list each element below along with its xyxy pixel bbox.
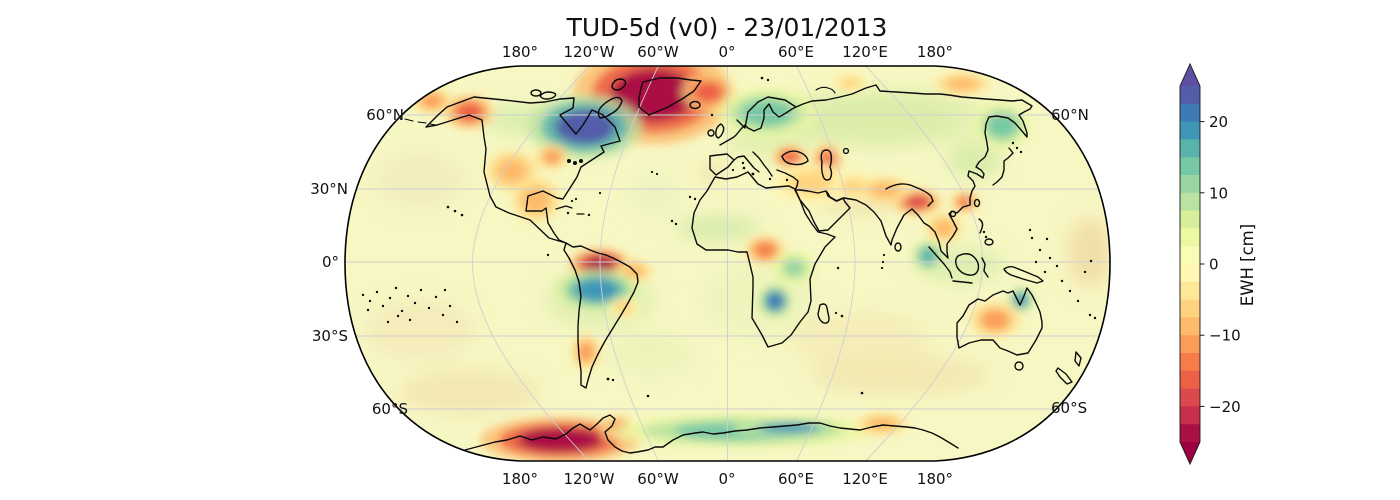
colorbar-band (1180, 246, 1200, 265)
colorbar-band (1180, 281, 1200, 301)
top-tick-label: 60°E (778, 43, 814, 61)
colorbar-band (1180, 264, 1200, 283)
colorbar-band (1180, 335, 1200, 354)
coastlines (404, 77, 1082, 454)
colorbar-arrow-over (1180, 64, 1200, 86)
colorbar-outline (1179, 62, 1201, 466)
page-title: TUD-5d (v0) - 23/01/2013 (566, 13, 888, 42)
colorbar-band (1180, 228, 1200, 247)
colorbar-band (1180, 121, 1200, 140)
top-tick-label: 180° (502, 43, 538, 61)
top-tick-label: 60°W (637, 43, 679, 61)
left-tick-label: 60°S (372, 400, 408, 418)
anomaly-blob (783, 259, 805, 277)
anomaly-blob (987, 114, 1017, 138)
anomaly-blob (616, 302, 632, 314)
colorbar-band (1180, 370, 1200, 390)
bottom-axis: 180° 120°W 60°W 0° 60°E 120°E 180° (502, 470, 953, 488)
colorbar-band (1180, 192, 1200, 212)
colorbar-band (1180, 139, 1200, 158)
bottom-tick-label: 180° (917, 470, 953, 488)
anomaly-blob (981, 310, 1009, 330)
colorbar-band (1180, 299, 1200, 318)
colorbar-band (1180, 175, 1200, 194)
anomaly-blob (766, 292, 784, 310)
top-tick-label: 120°W (564, 43, 615, 61)
top-tick-label: 120°E (842, 43, 888, 61)
bottom-tick-label: 0° (718, 470, 735, 488)
bottom-tick-label: 60°W (637, 470, 679, 488)
map-outline (344, 65, 1111, 462)
colorbar-arrow-under (1180, 442, 1200, 464)
left-tick-label: 30°S (312, 327, 348, 345)
bottom-tick-label: 180° (502, 470, 538, 488)
bottom-tick-label: 60°E (778, 470, 814, 488)
colorbar-band (1180, 103, 1200, 123)
colorbar-label: EWH [cm] (1238, 224, 1257, 306)
anomaly-blob (934, 220, 954, 236)
colorbar-tick-label: 10 (1209, 184, 1228, 202)
colorbar-band (1180, 353, 1200, 372)
colorbar-band (1180, 388, 1200, 407)
anomaly-blob (498, 160, 526, 182)
bottom-tick-label: 120°E (842, 470, 888, 488)
bottom-tick-label: 120°W (564, 470, 615, 488)
colorbar-tick-label: 0 (1209, 256, 1219, 274)
anomaly-blob (754, 242, 776, 258)
colorbar-band (1180, 424, 1200, 443)
anomaly-blob (543, 150, 561, 164)
top-axis: 180° 120°W 60°W 0° 60°E 120°E 180° (502, 43, 953, 61)
anomaly-blob (518, 428, 602, 452)
colorbar: 20 10 0 −10 −20 EWH [cm] (1179, 62, 1257, 466)
island-dots (361, 76, 1097, 398)
colorbar-ticks: 20 10 0 −10 −20 (1200, 113, 1241, 416)
anomaly-blob (904, 195, 930, 209)
anomaly-blob (575, 279, 619, 301)
right-axis: 60°N 60°S (1051, 106, 1089, 417)
anomaly-blob (611, 69, 695, 121)
top-tick-label: 180° (917, 43, 953, 61)
left-axis: 60°N 30°N 0° 30°S 60°S (310, 106, 408, 418)
colorbar-band (1180, 157, 1200, 176)
anomaly-blob (694, 82, 722, 102)
anomaly-layer (411, 66, 1035, 461)
colorbar-tick-label: 20 (1209, 113, 1228, 131)
anomaly-blob (840, 78, 860, 88)
colorbar-tick-label: −20 (1209, 398, 1241, 416)
map-area (345, 66, 1110, 461)
anomaly-blob (868, 418, 896, 430)
anomaly-blob (421, 94, 443, 108)
colorbar-band (1180, 317, 1200, 336)
top-tick-label: 0° (718, 43, 735, 61)
colorbar-band (1180, 210, 1200, 229)
colorbar-bands (1180, 86, 1200, 443)
anomaly-blob (760, 423, 820, 433)
colorbar-band (1180, 86, 1200, 105)
anomaly-blob (781, 151, 799, 163)
anomaly-blob (523, 188, 549, 212)
left-tick-label: 30°N (310, 180, 348, 198)
anomaly-blob (920, 248, 936, 264)
left-tick-label: 0° (322, 253, 339, 271)
anomaly-blob (947, 78, 977, 90)
colorbar-band (1180, 406, 1200, 425)
anomaly-blob (1014, 293, 1028, 307)
left-tick-label: 60°N (366, 106, 404, 124)
anomaly-blob (578, 342, 594, 362)
colorbar-tick-label: −10 (1209, 327, 1241, 345)
right-tick-label: 60°S (1051, 399, 1087, 417)
right-tick-label: 60°N (1051, 106, 1089, 124)
